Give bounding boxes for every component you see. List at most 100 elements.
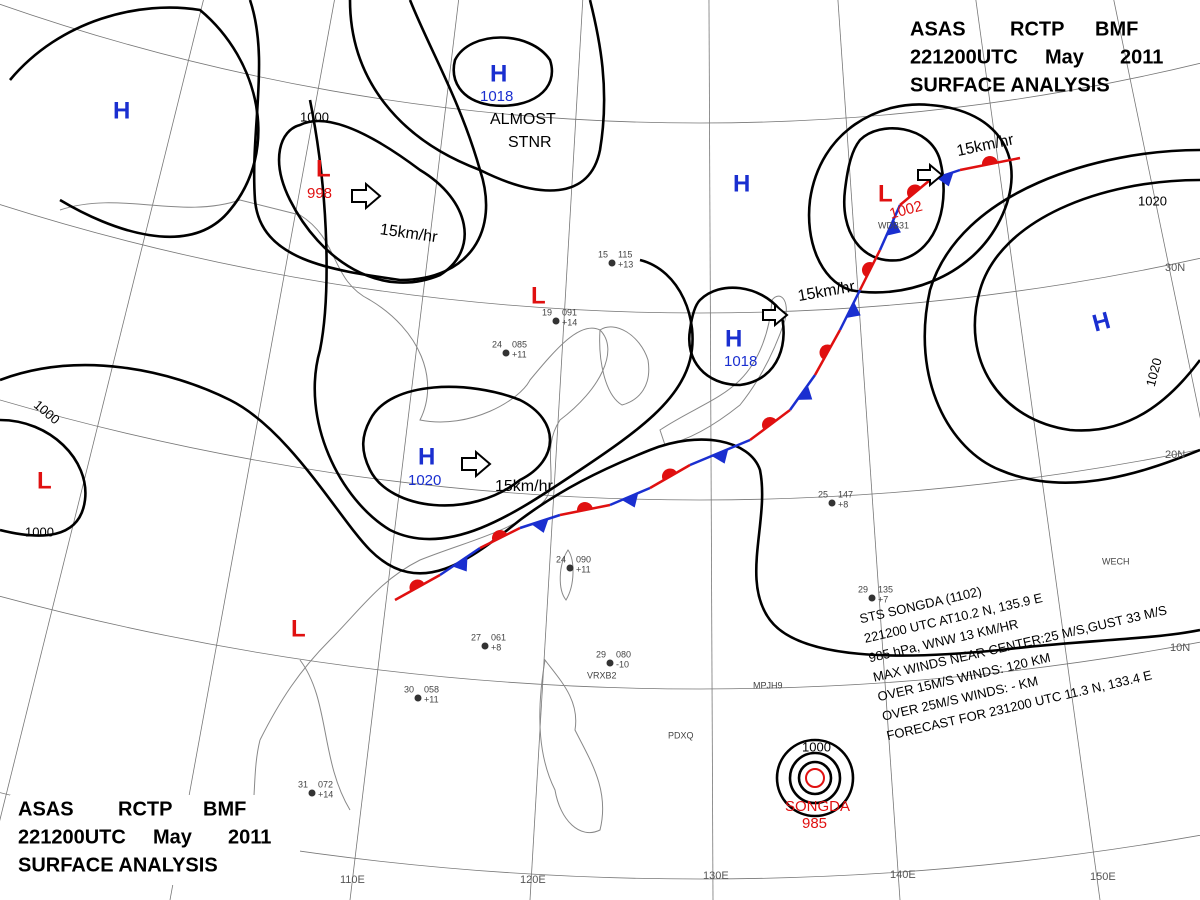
station-marker xyxy=(868,594,876,602)
station-pressure: 080 xyxy=(616,649,631,659)
station-pressure: 091 xyxy=(562,307,577,317)
longitude-line xyxy=(529,0,584,900)
cold-front-triangle xyxy=(531,518,549,533)
station-marker xyxy=(552,317,560,325)
arrow xyxy=(461,449,492,479)
station-temp: 29 xyxy=(858,584,868,594)
low-symbol: L xyxy=(316,155,331,182)
station-tendency: +8 xyxy=(491,642,501,652)
high-symbol: H xyxy=(733,170,750,197)
header-text: SURFACE ANALYSIS xyxy=(910,74,1110,96)
isobar xyxy=(842,127,945,262)
station-temp: 24 xyxy=(556,554,566,564)
longitude-line xyxy=(0,0,204,822)
movement-arrows xyxy=(351,162,944,479)
front-segment xyxy=(959,156,1021,172)
isobar xyxy=(775,738,855,818)
pressure-value: 1018 xyxy=(724,353,757,370)
isobar-label: 1000 xyxy=(300,109,329,124)
station-tendency: +14 xyxy=(562,317,577,327)
latitude-line xyxy=(0,3,1200,124)
isobar xyxy=(248,0,488,282)
arrow xyxy=(762,302,789,328)
isobar xyxy=(0,363,1200,657)
station-temp: 25 xyxy=(818,489,828,499)
high-symbol: H xyxy=(418,443,435,470)
isobar xyxy=(797,760,833,796)
station-tendency: +11 xyxy=(424,694,439,704)
isobar xyxy=(361,385,552,507)
longitude-line xyxy=(169,0,335,900)
longitude-label: 120E xyxy=(520,874,546,886)
longitude-line xyxy=(837,0,901,900)
station-marker xyxy=(414,694,422,702)
isobar-label: 1000 xyxy=(25,524,54,539)
longitude-label: 130E xyxy=(703,870,729,882)
header-text: ASAS xyxy=(910,18,966,40)
ship-call: VRXB2 xyxy=(587,670,617,680)
warm-front-semicircle xyxy=(762,417,777,430)
header-text: ASAS xyxy=(18,798,74,820)
station-tendency: +11 xyxy=(576,564,591,574)
low-symbol: L xyxy=(878,180,893,207)
warm-front-semicircle xyxy=(982,156,998,166)
coast-japan xyxy=(659,295,787,446)
header-text: 2011 xyxy=(1120,46,1163,68)
station-temp: 15 xyxy=(598,249,608,259)
isobar xyxy=(973,178,1200,432)
header-box xyxy=(10,795,300,885)
isobar xyxy=(348,0,606,192)
remark: STNR xyxy=(508,134,552,151)
station-temp: 24 xyxy=(492,339,502,349)
high-symbol: H xyxy=(725,325,742,352)
ship-call: MPJH9 xyxy=(753,680,783,690)
header-text: RCTP xyxy=(118,798,172,820)
station-tendency: +8 xyxy=(838,499,848,509)
latitude-label: 30N xyxy=(1165,262,1185,274)
header-text: RCTP xyxy=(1010,18,1064,40)
station-pressure: 058 xyxy=(424,684,439,694)
high-symbol: H xyxy=(490,60,507,87)
arrow xyxy=(917,162,944,188)
cold-front-triangle xyxy=(797,385,813,400)
warm-front-semicircle xyxy=(577,502,593,512)
warm-front-semicircle xyxy=(907,184,922,198)
station-temp: 31 xyxy=(298,779,308,789)
arrow xyxy=(351,181,382,211)
isobar xyxy=(807,103,1013,294)
longitude-line xyxy=(1113,0,1200,419)
longitude-line xyxy=(708,0,714,900)
pressure-value: 1018 xyxy=(480,88,513,105)
typhoon-name: SONGDA xyxy=(785,798,850,815)
latitude-label: 20N xyxy=(1165,449,1185,461)
coast-philippines xyxy=(539,658,604,834)
isobar-label: 1020 xyxy=(1143,356,1165,388)
isobar-label: 1000 xyxy=(802,739,831,754)
cold-front-triangle xyxy=(845,301,861,319)
station-pressure: 085 xyxy=(512,339,527,349)
station-pressure: 090 xyxy=(576,554,591,564)
isobar xyxy=(687,286,785,387)
coast-korea xyxy=(599,326,650,406)
typhoon-pressure: 985 xyxy=(802,815,827,832)
low-symbol: L xyxy=(291,615,306,642)
latitude-line xyxy=(0,595,1200,690)
pressure-value: 1020 xyxy=(408,472,441,489)
station-marker xyxy=(828,499,836,507)
isobar xyxy=(277,119,466,284)
warm-front-semicircle xyxy=(862,262,874,278)
longitude-label: 110E xyxy=(340,874,365,886)
warm-front-semicircle xyxy=(819,344,832,360)
isobars xyxy=(0,0,1200,818)
ship-calls: WDB31 VRXB2 PDXQ MPJH9 WECH xyxy=(587,220,1130,740)
ship-call: WDB31 xyxy=(878,220,909,230)
station-pressure: 115 xyxy=(618,249,632,259)
latitude-line xyxy=(0,399,1200,501)
header-text: May xyxy=(153,826,193,848)
longitude-label: 150E xyxy=(1090,871,1116,883)
isobar xyxy=(923,148,1200,484)
isobar xyxy=(0,418,87,537)
latitude-label: 10N xyxy=(1170,642,1190,654)
